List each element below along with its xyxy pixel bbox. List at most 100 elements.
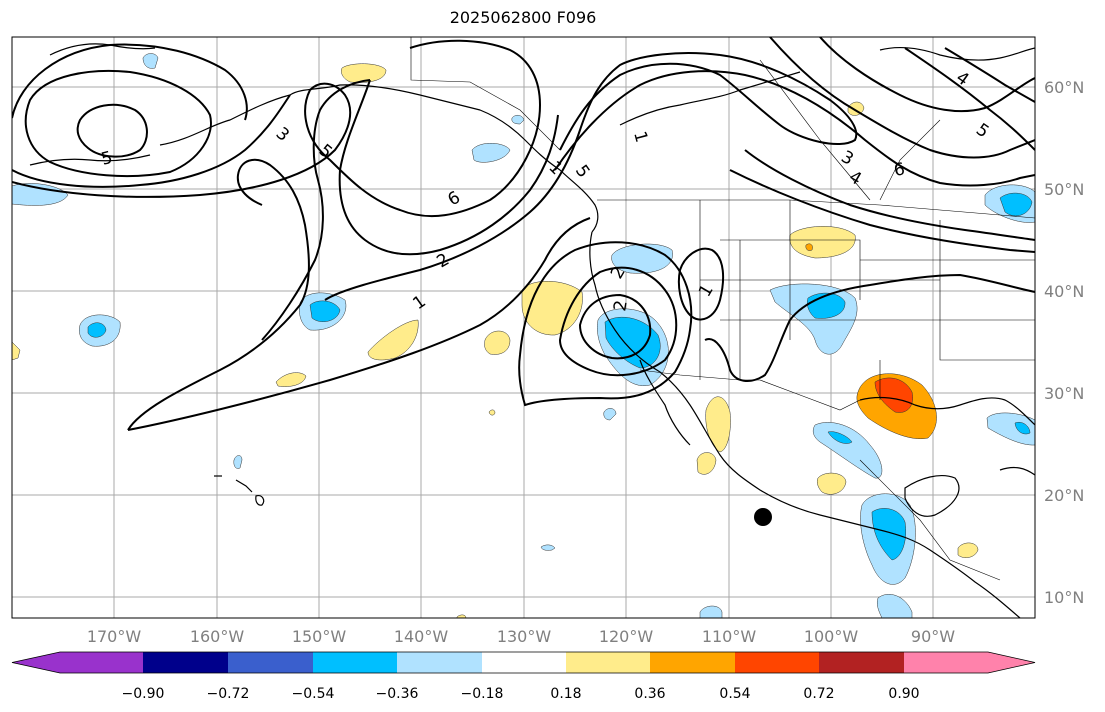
lon-label: 110°W [702,627,757,646]
contour-line [744,149,1035,241]
contour-line [518,241,693,407]
negative-core [999,192,1033,217]
positive-light-blob [275,372,307,387]
colorbar-extend-high [988,652,1035,673]
negative-core [604,316,661,369]
lon-label: 160°W [190,627,245,646]
positive-medium-blob [805,243,813,251]
colorbar-tick-label: −0.90 [122,686,165,702]
positive-light-blob [816,472,847,495]
positive-light-blob [957,542,979,558]
negative-core [1014,422,1031,435]
latitude-labels: 60°N 50°N 40°N 30°N 20°N 10°N [1044,78,1084,607]
contour-line [261,79,371,341]
contour-line [12,82,352,198]
negative-light-blob [142,53,159,69]
contour-line [558,266,678,377]
coastlines [29,43,1035,618]
contour-line [554,70,1035,187]
map-panel: 5 3 5 6 2 1 2 1 6 5 4 3 5 4 1 2 1 [11,36,1036,619]
colorbar-tick-label: 0.72 [803,686,834,702]
negative-light-blob [471,143,511,163]
positive-light-blob [696,452,717,475]
shaded-fields [12,53,1035,618]
negative-light-blob [812,422,883,479]
lon-label: 130°W [497,627,552,646]
contour-line [304,39,542,217]
positive-light-blob [521,281,583,336]
positive-light-blob [367,319,419,361]
colorbar-tick-label: −0.36 [376,686,419,702]
negative-core [871,508,906,561]
contour-line [12,43,248,121]
negative-light-blob [876,594,913,618]
contour-label: 1 [629,129,651,145]
colorbar-tick-label: 0.90 [888,686,919,702]
contour-line [677,247,725,321]
contour-label: 2 [610,299,632,313]
colorbar-tick-label: 0.36 [634,686,665,702]
negative-light-blob [699,605,723,618]
colorbar-tick-label: −0.18 [461,686,504,702]
colorbar-tick-label: −0.54 [292,686,335,702]
positive-light-blob [341,63,387,83]
colorbar-tick-label: 0.18 [550,686,581,702]
lat-label: 10°N [1044,588,1084,607]
contour-line [578,293,652,360]
map-title: 2025062800 F096 [449,8,597,27]
colorbar-bin [397,652,482,673]
negative-light-blob [603,408,617,421]
longitude-labels: 170°W 160°W 150°W 140°W 130°W 120°W 110°… [87,627,955,646]
positive-light-blob [789,226,856,259]
contour-line [559,54,858,151]
contour-line [338,79,559,256]
lat-label: 50°N [1044,180,1084,199]
contour-line [76,103,148,158]
contour-label: 5 [99,148,115,170]
contour-line [24,69,212,178]
positive-strong-core [874,377,913,413]
political-borders [410,37,1035,581]
positive-light-blob [484,330,511,355]
positive-light-blob [488,409,496,416]
colorbar-bin [819,652,904,673]
colorbar-bin [482,652,566,673]
lon-label: 140°W [394,627,449,646]
lon-label: 170°W [87,627,142,646]
contour-line [127,158,310,431]
contour-line [324,52,721,301]
colorbar-bin [228,652,313,673]
colorbar-outline [11,651,1036,674]
contour-line [12,94,291,188]
contour-line [127,217,591,431]
colorbar-extend-low [12,652,60,673]
lat-label: 20°N [1044,486,1084,505]
contour-line [944,47,1035,103]
contour-line [729,169,1035,253]
colorbar-tick-label: 0.54 [719,686,750,702]
lat-label: 40°N [1044,282,1084,301]
lon-label: 90°W [911,627,955,646]
lat-label: 30°N [1044,384,1084,403]
colorbar-tick-labels: −0.90 −0.72 −0.54 −0.36 −0.18 0.18 0.36 … [122,686,920,702]
colorbar-bin [650,652,735,673]
negative-light-blob [511,115,525,125]
negative-light-blob [986,412,1035,446]
colorbar-bin [143,652,228,673]
colorbar-bin [566,652,650,673]
colorbar-tick-label: −0.72 [207,686,250,702]
contour-label: 6 [892,159,906,181]
negative-core [309,300,341,322]
lon-label: 100°W [804,627,859,646]
negative-light-blob [12,183,69,206]
lon-label: 120°W [599,627,654,646]
negative-light-blob [233,455,243,469]
lon-label: 150°W [292,627,347,646]
contour-line [819,37,1035,113]
colorbar-bin [60,652,143,673]
colorbar-bin [904,652,988,673]
colorbar-bin [313,652,397,673]
lat-label: 60°N [1044,78,1084,97]
height-contours [12,37,1035,431]
